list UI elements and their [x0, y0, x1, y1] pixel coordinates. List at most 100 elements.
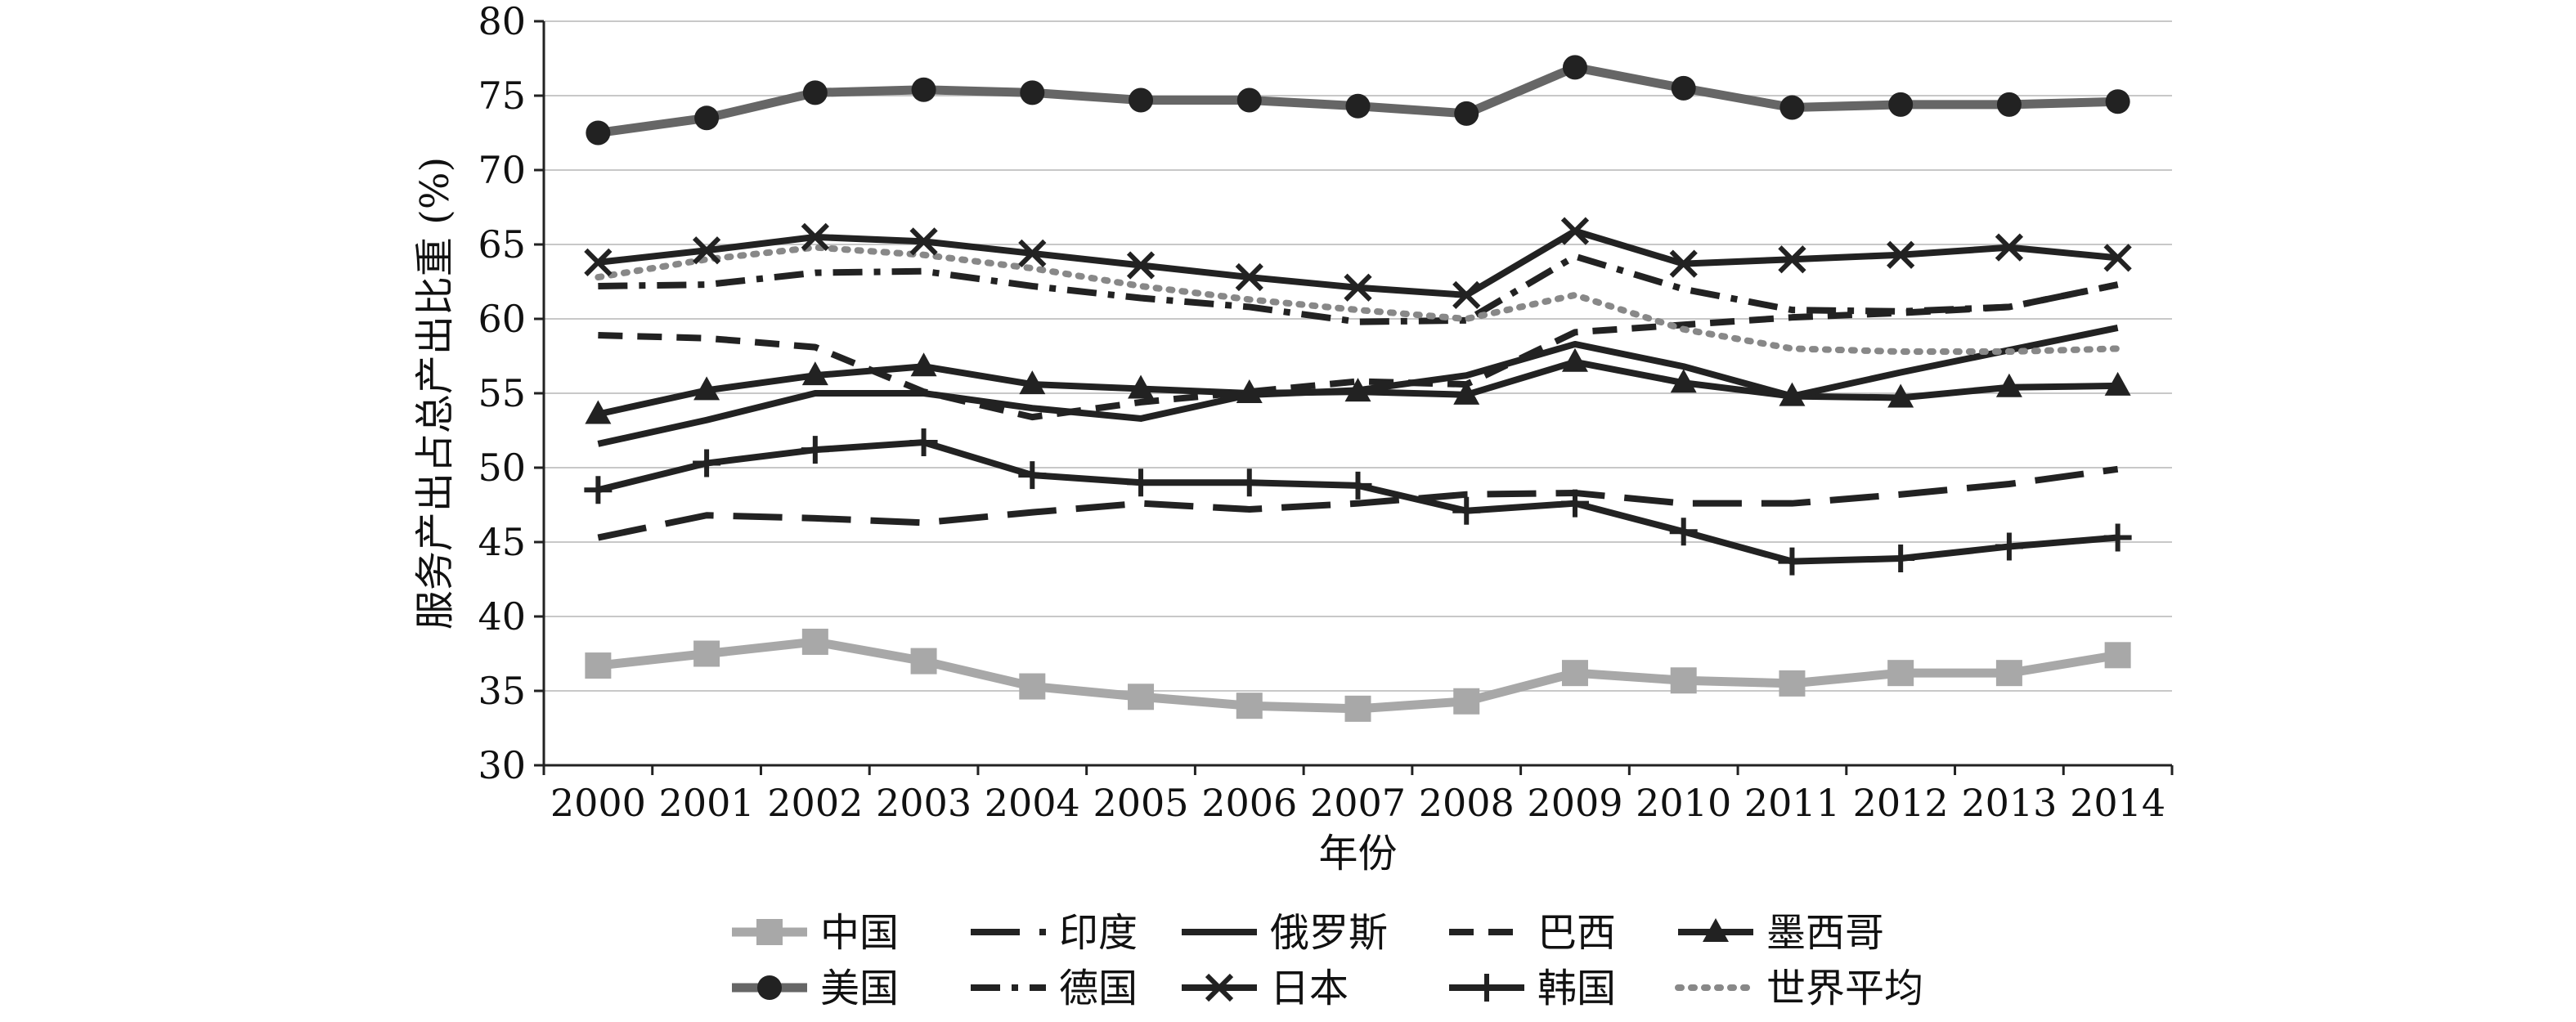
- series-6-point: [1345, 93, 1371, 119]
- series-8-point: [1995, 233, 2024, 262]
- legend-marker: [1703, 918, 1729, 942]
- series-4-group: [598, 281, 2119, 421]
- series-5-point: [1561, 347, 1588, 372]
- y-tick-label: 45: [478, 520, 526, 564]
- series-2-group: [597, 465, 2119, 541]
- series-3-line: [597, 325, 2119, 447]
- x-tick-label: 2011: [1744, 781, 1840, 825]
- series-1-point: [1561, 660, 1588, 687]
- series-6-point: [911, 77, 936, 102]
- series-5-point: [585, 400, 612, 424]
- legend-label: 世界平均: [1766, 966, 1923, 1011]
- series-9-point: [1887, 545, 1915, 573]
- series-6-group: [586, 55, 2130, 146]
- series-5-point: [2104, 371, 2131, 396]
- series-8-point: [1452, 280, 1481, 310]
- series-8-point: [692, 236, 721, 265]
- series-8-group: [584, 217, 2132, 310]
- legend-item: 德国: [971, 966, 1138, 1011]
- series-1-point: [910, 648, 937, 675]
- series-1-point: [2104, 642, 2131, 669]
- y-tick-label: 80: [478, 0, 526, 43]
- legend-item: 日本: [1182, 966, 1349, 1011]
- series-1-point: [801, 628, 828, 655]
- x-tick-label: 2006: [1201, 781, 1297, 825]
- legend-label: 美国: [820, 966, 899, 1011]
- x-tick-label: 2000: [550, 781, 646, 825]
- legend-item: 巴西: [1449, 910, 1616, 956]
- y-tick-label: 40: [478, 594, 526, 639]
- legend-label: 墨西哥: [1766, 910, 1884, 956]
- series-1-point: [585, 652, 612, 679]
- legend-label: 巴西: [1537, 910, 1616, 956]
- series-6-point: [1779, 95, 1805, 120]
- series-8-point: [801, 222, 829, 252]
- x-tick-label: 2014: [2070, 781, 2165, 825]
- legend-label: 韩国: [1537, 966, 1616, 1011]
- series-2-line: [597, 465, 2119, 541]
- series-8-point: [1126, 251, 1156, 280]
- series-6-point: [586, 120, 611, 146]
- series-1-group: [585, 628, 2131, 722]
- series-8-point: [1669, 249, 1698, 278]
- legend-item: 中国: [732, 910, 899, 956]
- series-9-point: [1344, 471, 1372, 500]
- y-tick-label: 30: [478, 743, 526, 787]
- series-6-point: [1671, 75, 1696, 101]
- series-1-point: [1670, 667, 1697, 694]
- x-tick-label: 2002: [767, 781, 863, 825]
- x-tick-label: 2010: [1636, 781, 1731, 825]
- series-9-point: [1995, 532, 2023, 561]
- legend-label: 中国: [820, 910, 899, 956]
- series-10-line: [595, 244, 2121, 356]
- series-3-group: [597, 325, 2119, 447]
- y-tick-label: 50: [478, 446, 526, 490]
- series-5-point: [1019, 370, 1046, 395]
- series-9-point: [1778, 547, 1806, 576]
- x-tick-label: 2012: [1853, 781, 1949, 825]
- legend-item: 韩国: [1449, 966, 1616, 1011]
- series-9-point: [801, 436, 829, 464]
- series-9-point: [1669, 518, 1698, 546]
- series-4-line: [598, 281, 2119, 421]
- series-9-point: [1127, 468, 1156, 497]
- legend-marker: [1473, 974, 1501, 1002]
- series-9-point: [693, 449, 721, 477]
- series-9-point: [1452, 496, 1481, 525]
- series-7-line: [598, 253, 2119, 325]
- series-5-point: [1670, 369, 1697, 393]
- legend-item: 世界平均: [1675, 966, 1923, 1011]
- series-7-group: [598, 253, 2119, 325]
- series-1-point: [1019, 673, 1046, 700]
- y-tick-label: 75: [478, 74, 526, 118]
- x-tick-label: 2001: [659, 781, 755, 825]
- series-6-point: [2105, 89, 2130, 114]
- legend-item: 墨西哥: [1678, 910, 1884, 956]
- y-tick-label: 60: [478, 297, 526, 341]
- series-9-point: [584, 476, 613, 504]
- legend-marker: [1205, 973, 1234, 1002]
- series-8-point: [584, 248, 613, 276]
- series-8-point: [1235, 262, 1263, 292]
- series-5-point: [910, 352, 937, 377]
- legend-label: 俄罗斯: [1270, 910, 1388, 956]
- y-axis-title: 服务产出占总产出比重 (%): [412, 157, 458, 630]
- x-axis-title: 年份: [1318, 831, 1397, 876]
- x-tick-label: 2005: [1093, 781, 1188, 825]
- series-6-point: [1020, 80, 1045, 105]
- series-9-point: [909, 428, 938, 457]
- legend-item: 俄罗斯: [1182, 910, 1388, 956]
- series-1-point: [1453, 688, 1480, 715]
- series-9-point: [1560, 489, 1589, 518]
- series-8-point: [909, 227, 938, 256]
- series-8-point: [1560, 217, 1590, 245]
- series-6-point: [1454, 101, 1479, 126]
- series-1-point: [1128, 684, 1155, 710]
- series-6-point: [1996, 92, 2022, 117]
- legend-label: 德国: [1059, 966, 1138, 1011]
- x-tick-label: 2007: [1310, 781, 1406, 825]
- y-tick-label: 55: [478, 371, 526, 415]
